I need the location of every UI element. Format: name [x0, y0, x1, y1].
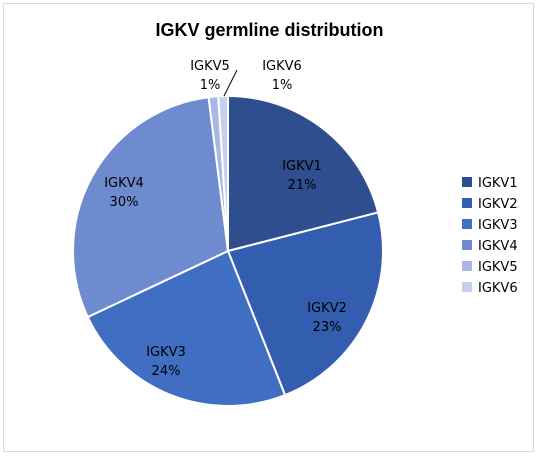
pie-slice-igkv1 [227, 94, 380, 253]
legend-swatch-igkv5 [462, 261, 472, 271]
slice-label-igkv2: IGKV2 [307, 301, 347, 316]
legend-swatch-igkv4 [462, 240, 472, 250]
slice-value-igkv6: 1% [272, 78, 293, 93]
legend-swatch-igkv1 [462, 177, 472, 187]
slice-value-igkv2: 23% [313, 320, 342, 335]
legend-label-igkv6: IGKV6 [478, 281, 518, 296]
legend: IGKV1 IGKV2 IGKV3 IGKV4 IGKV5 IGKV6 [462, 176, 518, 296]
legend-label-igkv2: IGKV2 [478, 197, 518, 212]
legend-swatch-igkv2 [462, 198, 472, 208]
slice-labels: IGKV1 21% IGKV2 23% IGKV3 24% IGKV4 30% IGKV5 1% I… [104, 59, 347, 379]
legend-label-igkv3: IGKV3 [478, 218, 518, 233]
legend-label-igkv1: IGKV1 [478, 176, 518, 191]
slice-value-igkv1: 21% [288, 178, 317, 193]
pie-slice-igkv3 [86, 249, 287, 407]
legend-swatch-igkv3 [462, 219, 472, 229]
pie-slice-igkv2 [226, 211, 384, 397]
slice-value-igkv5: 1% [200, 78, 221, 93]
slice-label-igkv6: IGKV6 [262, 59, 302, 74]
legend-label-igkv5: IGKV5 [478, 260, 518, 275]
slice-value-igkv4: 30% [110, 195, 139, 210]
slice-label-igkv4: IGKV4 [104, 176, 144, 191]
chart-title: IGKV germline distribution [155, 20, 384, 40]
pie-slice-igkv4 [72, 96, 230, 319]
pie-slices [72, 94, 384, 407]
slice-label-igkv1: IGKV1 [282, 159, 322, 174]
slice-label-igkv5: IGKV5 [190, 59, 230, 74]
legend-label-igkv4: IGKV4 [478, 239, 518, 254]
leader-line-igkv6 [223, 69, 238, 97]
slice-label-igkv3: IGKV3 [146, 345, 186, 360]
slice-value-igkv3: 24% [152, 364, 181, 379]
legend-swatch-igkv6 [462, 282, 472, 292]
pie-slice-igkv6 [217, 94, 229, 252]
